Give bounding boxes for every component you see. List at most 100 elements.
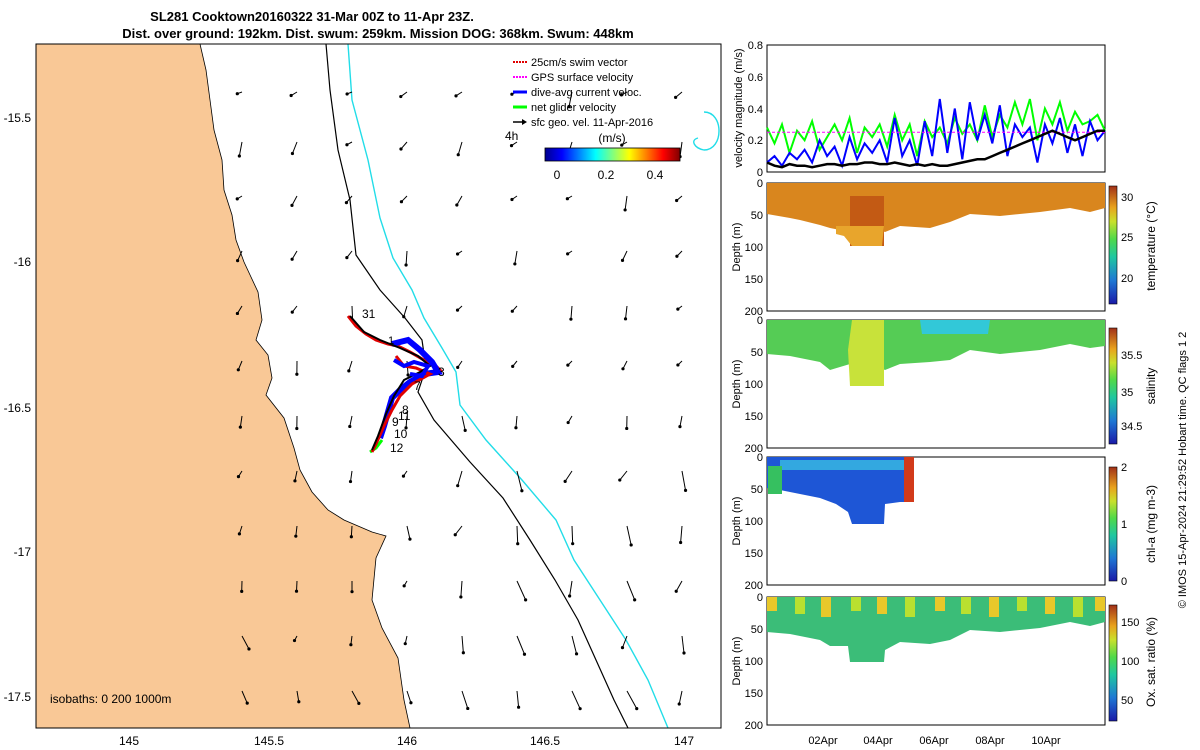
velocity-arrow xyxy=(291,141,298,154)
velocity-arrow xyxy=(626,690,638,709)
day-label: 1 xyxy=(388,335,394,347)
velocity-arrow-head xyxy=(406,373,410,377)
time-axis: 02Apr 04Apr 06Apr 08Apr 10Apr xyxy=(808,735,1061,747)
colorbar-tick: 0 xyxy=(1121,576,1127,588)
y-tick-label: 0 xyxy=(757,315,763,327)
salinity-panel: 0 50 100 150 200 Depth (m) 34.5 35 35.5 … xyxy=(731,315,1158,455)
velocity-arrow xyxy=(237,250,243,261)
velocity-arrow-head xyxy=(629,543,633,547)
y-tick-label: 200 xyxy=(745,720,763,732)
velocity-arrow xyxy=(461,690,469,709)
velocity-arrow-head xyxy=(679,540,683,545)
velocity-arrow xyxy=(351,690,360,704)
y-tick-label: 200 xyxy=(745,306,763,318)
y-tick-label: 50 xyxy=(751,347,763,359)
colorbar-tick: 30 xyxy=(1121,192,1133,204)
velocity-arrow-head xyxy=(674,95,678,99)
chlorophyll-panel: 0 50 100 150 200 Depth (m) 0 1 2 chl-a (… xyxy=(731,452,1158,592)
velocity-series xyxy=(766,98,1106,169)
velocity-arrow-head xyxy=(625,426,629,431)
x-tick-label: 08Apr xyxy=(975,735,1005,747)
velocity-arrow xyxy=(295,525,298,537)
velocity-arrow-head xyxy=(675,254,679,258)
velocity-arrow-head xyxy=(620,258,625,262)
velocity-arrow-head xyxy=(408,537,412,541)
velocity-arrow-head xyxy=(676,363,680,367)
velocity-arrow-head xyxy=(621,367,625,371)
y-axis-label: Depth (m) xyxy=(731,360,743,409)
y-axis-label: Depth (m) xyxy=(731,497,743,546)
velocity-arrow xyxy=(350,525,353,537)
velocity-arrow-head xyxy=(461,651,465,655)
temperature-panel: 0 50 100 150 200 Depth (m) 20 25 30 temp… xyxy=(731,178,1158,318)
colorbar-tick: 50 xyxy=(1121,695,1133,707)
velocity-arrow-head xyxy=(455,308,460,312)
colorbar-tick: 20 xyxy=(1121,273,1133,285)
oxygen-peak xyxy=(905,597,915,617)
velocity-arrow-head xyxy=(348,424,352,429)
velocity-arrow-head xyxy=(513,262,517,266)
colorbar-label: salinity xyxy=(1144,368,1158,405)
colorbar-label: Ox. sat. ratio (%) xyxy=(1144,617,1158,707)
velocity-arrow xyxy=(675,580,683,592)
chlorophyll-high-edge xyxy=(904,457,914,502)
y-axis-label: Depth (m) xyxy=(731,637,743,686)
y-tick-label: 50 xyxy=(751,484,763,496)
y-tick-label: 150 xyxy=(745,548,763,560)
y-tick-label: 150 xyxy=(745,411,763,423)
velocity-arrow-head xyxy=(683,488,688,493)
velocity-arrow xyxy=(516,580,527,601)
velocity-arrow-head xyxy=(618,478,622,482)
oxygen-peak xyxy=(961,597,971,614)
y-tick-label: -16.5 xyxy=(4,401,32,415)
velocity-arrow xyxy=(241,635,250,650)
velocity-arrow xyxy=(406,690,412,703)
colorbar-tick: 1 xyxy=(1121,519,1127,531)
velocity-arrow xyxy=(625,305,628,319)
oxygen-peak xyxy=(877,597,887,614)
velocity-arrow-head xyxy=(566,252,570,256)
velocity-arrow xyxy=(516,690,520,708)
velocity-panel: 0.8 0.6 0.4 0.2 0 velocity magnitude (m/… xyxy=(733,40,1106,179)
velocity-arrow-head xyxy=(235,92,239,96)
velocity-arrow-head xyxy=(456,153,460,157)
velocity-arrow xyxy=(516,635,525,655)
velocity-arrow-head xyxy=(289,93,293,98)
velocity-arrow xyxy=(626,525,632,546)
velocity-arrow-head xyxy=(633,598,637,602)
velocity-arrow xyxy=(457,470,463,486)
velocity-arrow xyxy=(679,415,683,427)
velocity-arrow xyxy=(348,360,353,372)
velocity-arrow-head xyxy=(578,707,582,711)
velocity-arrow-head xyxy=(293,479,297,483)
x-tick-label: 10Apr xyxy=(1031,735,1061,747)
velocity-arrow-head xyxy=(345,255,349,260)
y-tick-label: 200 xyxy=(745,443,763,455)
velocity-arrow xyxy=(461,635,464,653)
colorbar-unit: (m/s) xyxy=(598,131,625,145)
velocity-series-line xyxy=(766,98,1106,169)
velocity-arrow-head xyxy=(290,310,294,314)
velocity-arrow-head xyxy=(620,646,625,650)
legend-label: 25cm/s swim vector xyxy=(531,57,628,69)
velocity-arrow-head xyxy=(399,200,404,204)
y-tick-label: 0.4 xyxy=(748,104,763,116)
velocity-arrow-head xyxy=(516,542,520,546)
velocity-arrow-head xyxy=(349,643,353,647)
salinity-high-patch xyxy=(848,320,884,386)
velocity-arrow-head xyxy=(463,428,467,432)
isobath-1000m-loop xyxy=(693,111,720,151)
y-tick-label: 150 xyxy=(745,274,763,286)
y-tick-label: 100 xyxy=(745,242,763,254)
colorbar-tick: 34.5 xyxy=(1121,421,1142,433)
map-y-axis: -15.5 -16 -16.5 -17 -17.5 xyxy=(4,111,32,704)
velocity-arrow xyxy=(350,470,353,482)
colorbar-label: chl-a (mg m-3) xyxy=(1144,485,1158,563)
y-tick-label: 100 xyxy=(745,516,763,528)
colorbar-gradient xyxy=(544,147,681,162)
y-tick-label: -15.5 xyxy=(4,111,32,125)
velocity-arrow-head xyxy=(236,259,240,263)
oxygen-peak xyxy=(821,597,831,617)
velocity-arrow-head xyxy=(623,208,627,212)
velocity-arrow xyxy=(571,690,581,709)
